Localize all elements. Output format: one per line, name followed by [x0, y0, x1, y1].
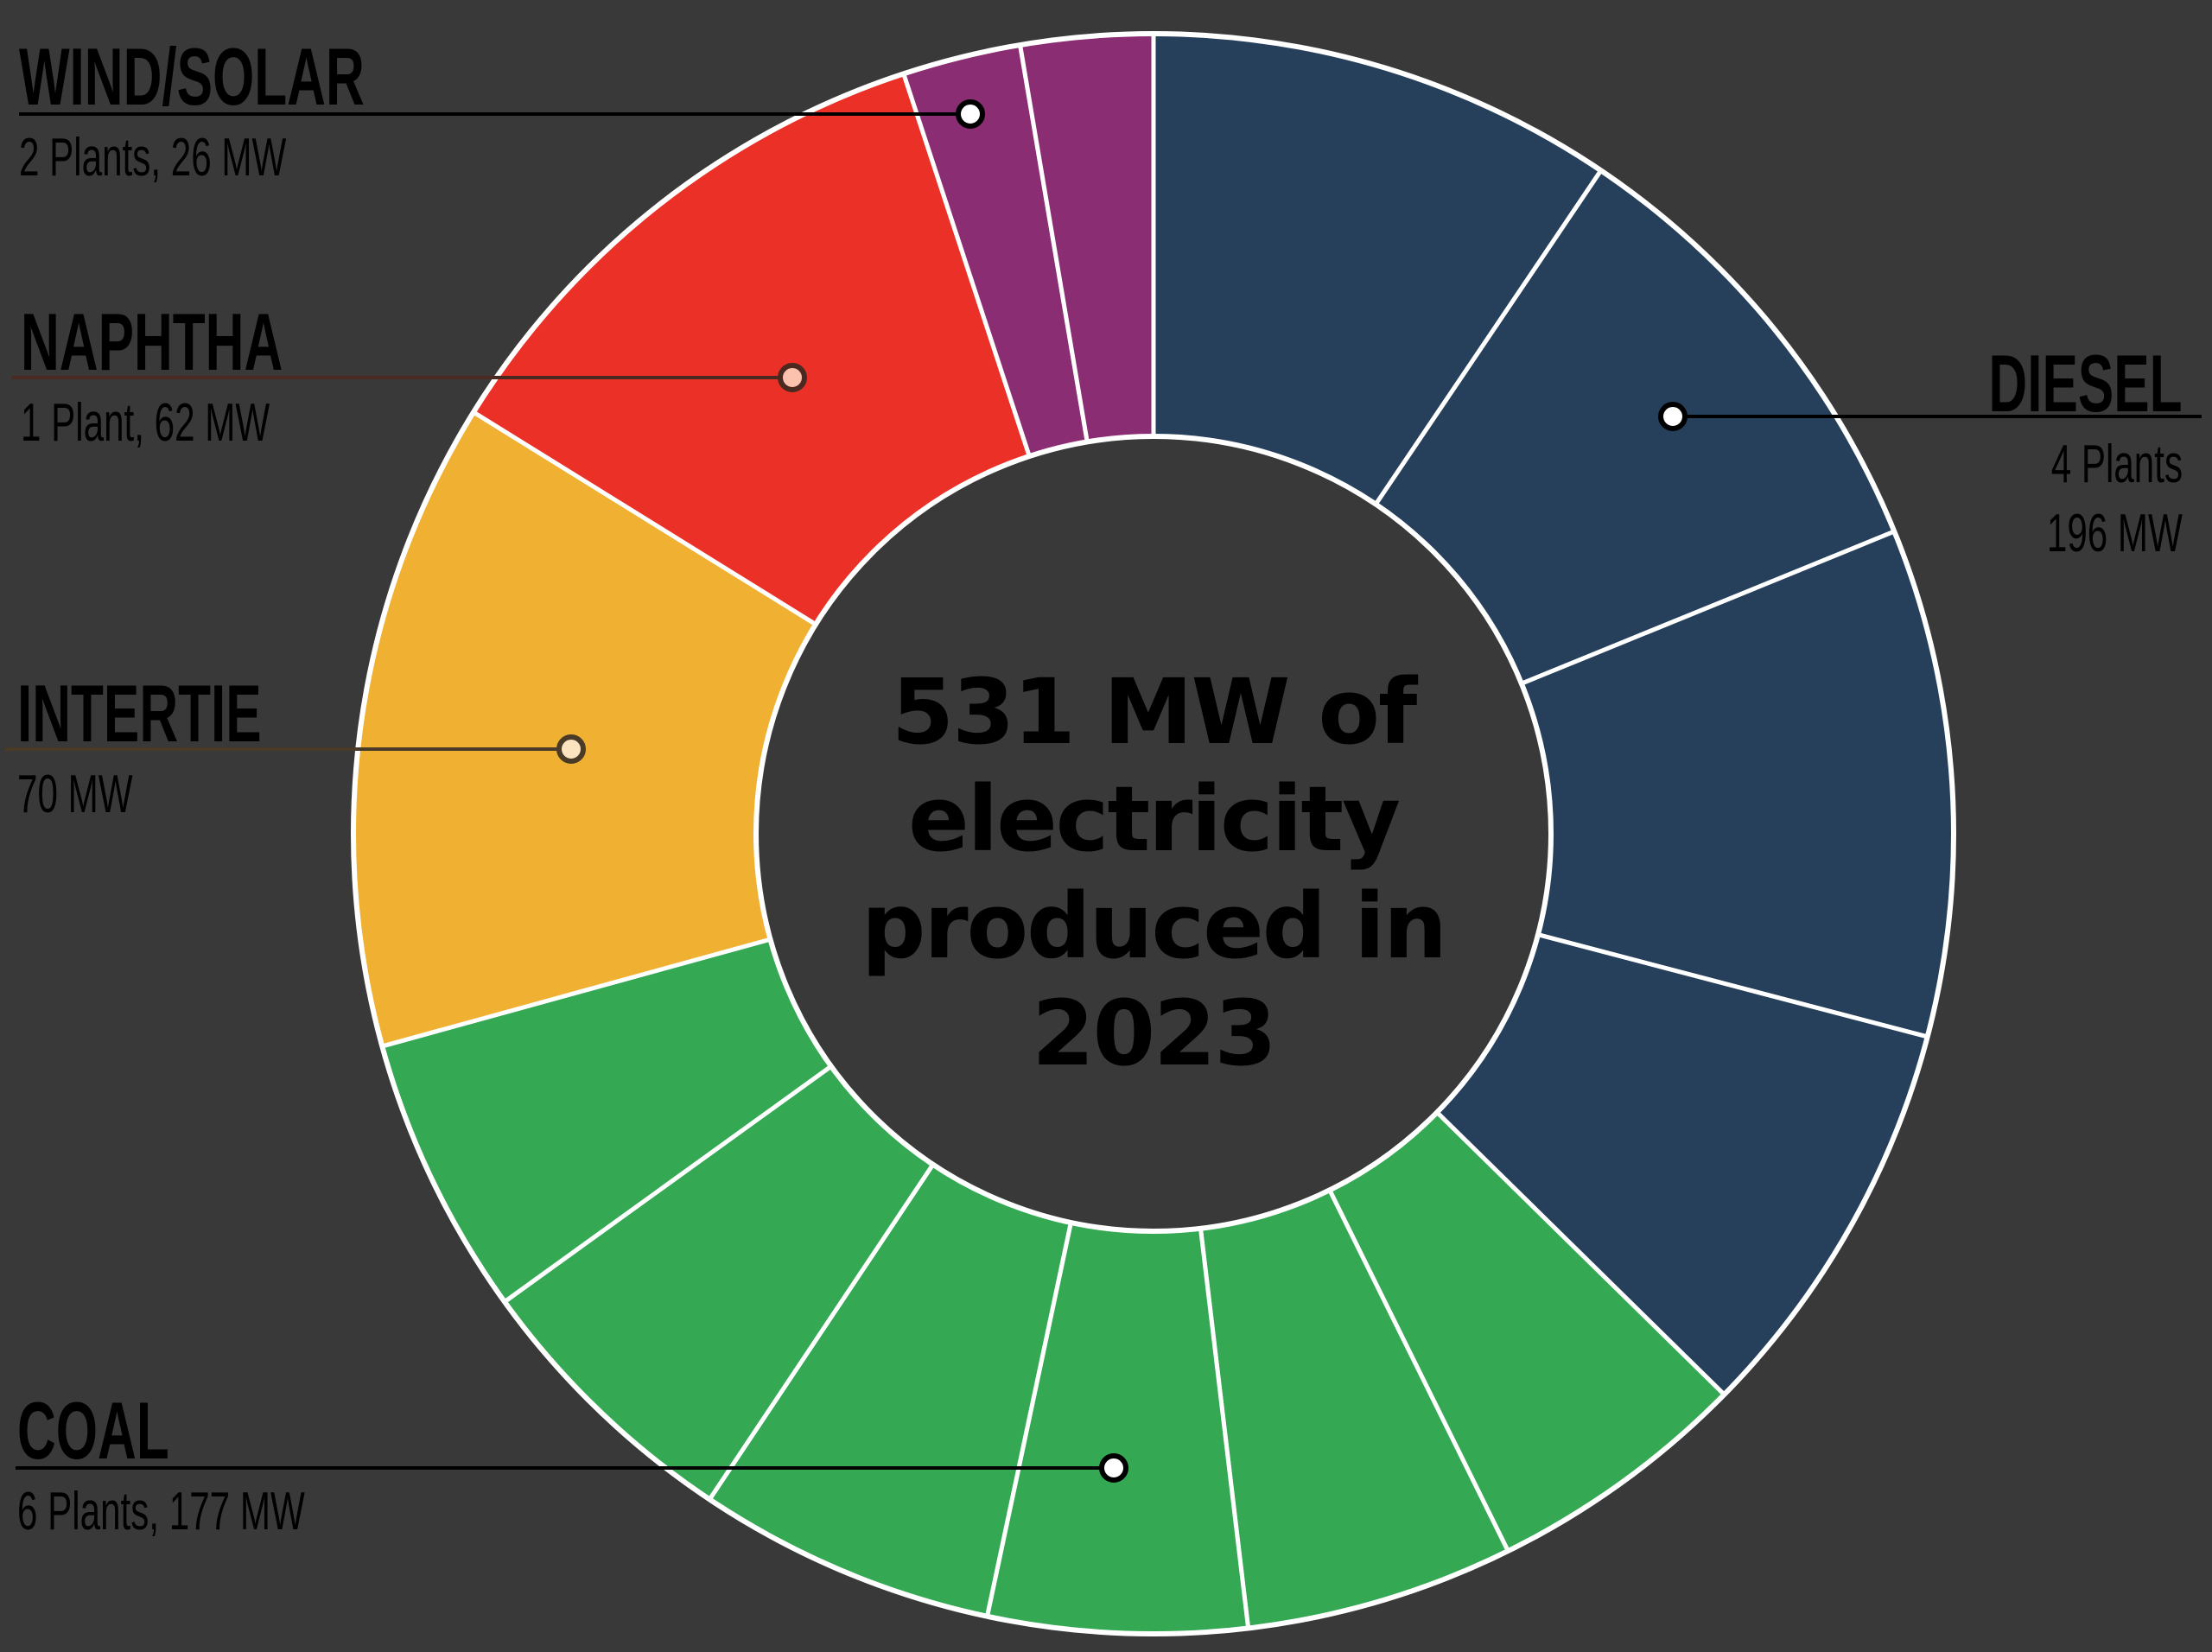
callout-title: DIESEL	[1988, 338, 2183, 429]
callout-subtitle: 1 Plant, 62 MW	[21, 393, 270, 453]
callout-subtitle-mw: 196 MW	[2047, 504, 2183, 563]
callout-title: WIND/SOLAR	[19, 31, 365, 122]
callout-subtitle-plants: 4 Plants	[2050, 435, 2183, 494]
leader-dot-intertie	[556, 734, 586, 764]
callout-title: COAL	[17, 1385, 169, 1476]
leader-dot-wind_solar	[956, 99, 985, 129]
center-hole	[753, 434, 1554, 1234]
center-label-line-1: 531 MW of	[891, 659, 1417, 765]
callout-diesel: DIESEL 4 Plants 196 MW	[1889, 343, 2183, 561]
callout-coal: COAL 6 Plants, 177 MW	[17, 1390, 440, 1539]
center-label-line-3: produced in	[861, 874, 1447, 979]
callout-intertie: INTERTIE 70 MW	[17, 673, 387, 822]
callout-leaders	[5, 99, 2202, 1483]
leader-dot-diesel	[1658, 402, 1688, 431]
callout-subtitle: 6 Plants, 177 MW	[17, 1482, 305, 1541]
callout-title: NAPHTHA	[21, 296, 283, 387]
center-label-line-2: electricity	[908, 766, 1401, 872]
callout-subtitle: 2 Plants, 26 MW	[19, 128, 287, 187]
outer-ring-border	[351, 31, 1956, 1636]
callout-title: INTERTIE	[17, 668, 262, 759]
callout-naphtha: NAPHTHA 1 Plant, 62 MW	[21, 302, 418, 450]
callout-wind-solar: WIND/SOLAR 2 Plants, 26 MW	[19, 36, 543, 185]
center-label: 531 MW of electricity produced in 2023	[756, 658, 1551, 1087]
center-label-line-4: 2023	[1032, 981, 1276, 1086]
leader-dot-naphtha	[778, 363, 807, 392]
leader-dot-coal	[1099, 1453, 1128, 1483]
callout-subtitle: 70 MW	[17, 765, 133, 824]
